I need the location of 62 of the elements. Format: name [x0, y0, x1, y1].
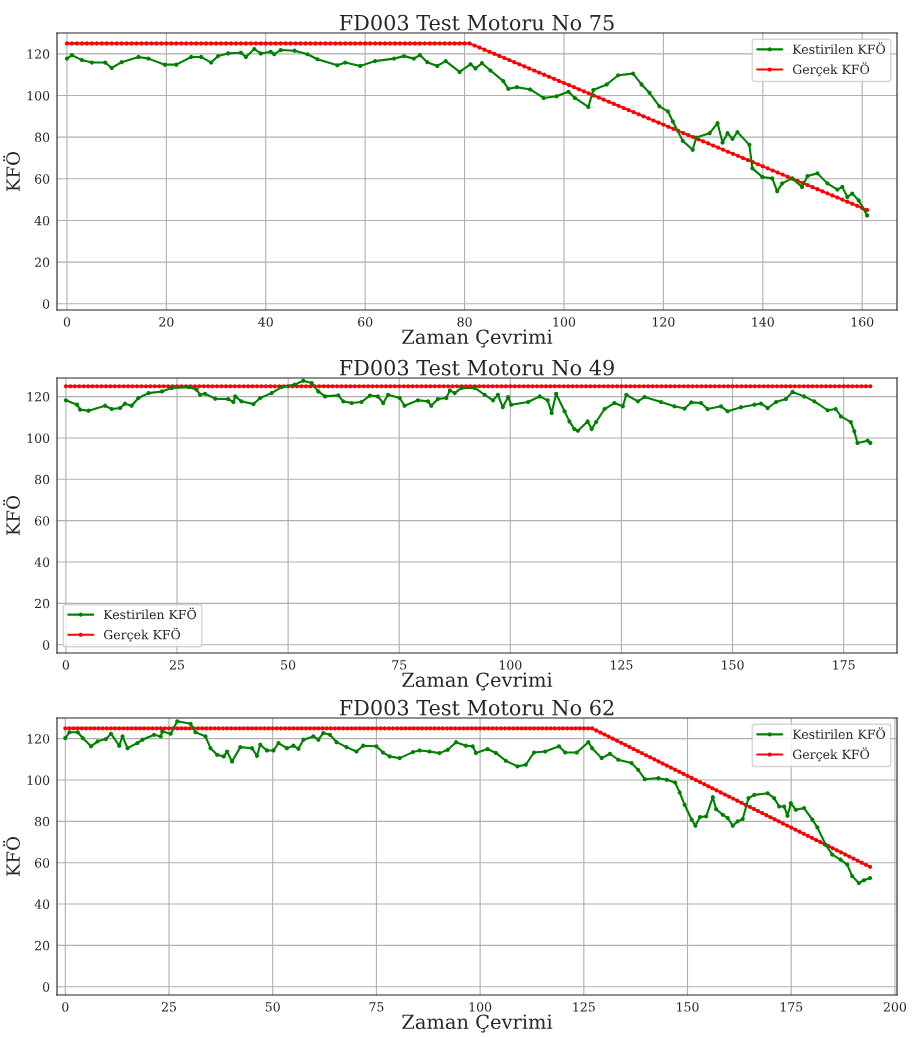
- y-tick-label: 60: [34, 174, 50, 184]
- y-tick-label: 120: [27, 734, 50, 744]
- y-tick-label: 40: [34, 899, 50, 909]
- y-tick-label: 40: [34, 557, 50, 567]
- x-axis-title: Zaman Çevrimi: [402, 329, 553, 348]
- y-tick-label: 80: [34, 132, 50, 143]
- y-tick-label: 100: [27, 433, 50, 443]
- y-tick-label: 0: [42, 299, 50, 309]
- chart-title: FD003 Test Motoru No 49: [339, 359, 614, 376]
- y-axis-title: KFÖ: [3, 837, 20, 876]
- x-tick-label: 50: [281, 660, 296, 670]
- x-tick-label: 150: [677, 1002, 699, 1012]
- chart-title: FD003 Test Motoru No 75: [339, 14, 614, 31]
- legend-label: Gerçek KFÖ: [792, 747, 870, 762]
- y-tick-label: 60: [34, 516, 50, 526]
- x-tick-label: 25: [169, 660, 184, 670]
- legend-label: Gerçek KFÖ: [103, 627, 181, 642]
- x-tick-label: 100: [499, 660, 522, 670]
- x-tick-label: 25: [161, 1002, 176, 1012]
- x-tick-label: 50: [265, 1002, 280, 1012]
- y-tick-label: 20: [35, 940, 50, 951]
- x-tick-label: 0: [63, 317, 71, 327]
- chart-title: FD003 Test Motoru No 62: [339, 699, 614, 716]
- y-tick-label: 100: [27, 90, 50, 101]
- x-tick-label: 125: [611, 660, 633, 670]
- x-tick-label: 175: [833, 660, 855, 670]
- y-tick-label: 20: [35, 257, 50, 268]
- x-tick-label: 125: [573, 1002, 595, 1012]
- legend-label: Kestirilen KFÖ: [103, 607, 197, 620]
- legend-label: Gerçek KFÖ: [792, 62, 870, 77]
- y-tick-label: 80: [34, 474, 50, 485]
- x-tick-label: 20: [159, 317, 174, 327]
- y-tick-label: 120: [27, 49, 50, 59]
- x-tick-label: 40: [258, 317, 273, 327]
- x-axis-title: Zaman Çevrimi: [402, 1014, 553, 1033]
- y-tick-label: 60: [34, 858, 50, 868]
- y-tick-label: 100: [27, 775, 50, 785]
- x-tick-label: 80: [457, 317, 472, 327]
- x-tick-label: 100: [469, 1002, 492, 1012]
- x-tick-label: 140: [752, 317, 774, 327]
- x-tick-label: 75: [392, 660, 407, 670]
- y-tick-label: 0: [42, 640, 50, 650]
- y-tick-label: 40: [34, 215, 50, 226]
- x-axis-title: Zaman Çevrimi: [402, 672, 553, 691]
- y-tick-label: 80: [34, 816, 50, 827]
- x-tick-label: 60: [358, 317, 373, 327]
- legend-label: Kestirilen KFÖ: [792, 727, 886, 739]
- y-axis-title: KFÖ: [3, 496, 20, 535]
- x-tick-label: 160: [851, 317, 874, 327]
- x-tick-label: 100: [553, 317, 576, 327]
- x-tick-label: 75: [369, 1002, 384, 1012]
- y-tick-label: 120: [27, 392, 50, 402]
- y-tick-label: 0: [42, 982, 50, 992]
- x-tick-label: 150: [722, 660, 744, 670]
- x-tick-label: 0: [62, 660, 70, 670]
- x-tick-label: 175: [780, 1002, 803, 1012]
- x-tick-label: 200: [883, 1002, 907, 1012]
- y-axis-title: KFÖ: [3, 152, 20, 191]
- x-tick-label: 0: [62, 1002, 69, 1012]
- y-tick-label: 20: [35, 598, 50, 609]
- x-tick-label: 120: [652, 317, 675, 327]
- legend-label: Kestirilen KFÖ: [792, 42, 886, 54]
